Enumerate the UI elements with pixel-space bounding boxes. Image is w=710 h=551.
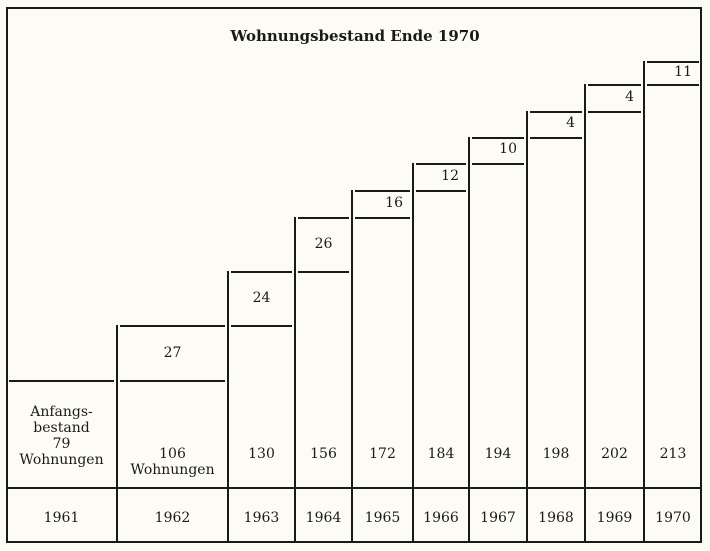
total-label: 198 xyxy=(542,446,570,462)
year-label: 1966 xyxy=(423,510,459,526)
year-label: 1961 xyxy=(43,510,80,526)
total-label: Wohnungen xyxy=(19,452,104,468)
increase-label: 27 xyxy=(163,344,182,361)
column-divider xyxy=(116,325,118,541)
increase-label: 12 xyxy=(441,167,459,184)
year-label: 1965 xyxy=(364,510,401,526)
increase-label: 24 xyxy=(252,290,271,306)
increase-label: 10 xyxy=(499,141,517,157)
step-base-line xyxy=(231,325,292,327)
increase-label: 16 xyxy=(385,194,403,211)
total-label: Wohnungen xyxy=(130,462,215,478)
step-base-line xyxy=(588,111,641,113)
column-divider xyxy=(227,271,229,541)
step-base-line xyxy=(472,163,524,165)
year-label: 1964 xyxy=(305,510,342,526)
step-base-line xyxy=(298,271,349,273)
total-label: 156 xyxy=(310,446,337,462)
column-divider xyxy=(643,61,645,541)
step-top-line xyxy=(588,84,641,86)
year-rule xyxy=(8,487,700,489)
total-label: 213 xyxy=(659,446,687,462)
step-base-line xyxy=(355,217,410,219)
increase-label: 4 xyxy=(625,88,634,105)
total-label: 194 xyxy=(484,446,512,462)
step-top-line xyxy=(647,61,699,63)
increase-label: 11 xyxy=(674,63,692,80)
step-top-line xyxy=(416,163,466,165)
increase-label: 4 xyxy=(566,115,575,131)
step-top-line xyxy=(231,271,292,273)
step-top-line xyxy=(530,111,582,113)
step-top-line xyxy=(9,380,114,382)
total-label: 184 xyxy=(427,446,455,462)
column-divider xyxy=(526,111,528,541)
year-label: 1969 xyxy=(596,510,633,526)
step-base-line xyxy=(120,380,225,382)
total-label: 106 xyxy=(159,446,186,462)
year-label: 1968 xyxy=(538,510,574,526)
year-label: 1970 xyxy=(655,510,691,526)
total-label: Anfangs- xyxy=(30,404,93,420)
column-divider xyxy=(584,84,586,541)
step-top-line xyxy=(120,325,225,327)
column-divider xyxy=(294,217,296,541)
total-label: 79 xyxy=(52,436,71,452)
year-label: 1963 xyxy=(243,510,280,526)
year-label: 1967 xyxy=(480,510,516,526)
chart-frame xyxy=(6,7,702,543)
total-label: 202 xyxy=(601,446,628,462)
column-divider xyxy=(412,163,414,541)
total-label: 130 xyxy=(248,446,275,462)
total-label: bestand xyxy=(33,420,90,436)
column-divider xyxy=(468,137,470,541)
increase-label: 26 xyxy=(314,236,333,252)
year-label: 1962 xyxy=(154,510,191,526)
total-label: 172 xyxy=(369,446,396,462)
step-base-line xyxy=(416,190,466,192)
step-top-line xyxy=(355,190,410,192)
column-divider xyxy=(351,190,353,541)
step-top-line xyxy=(298,217,349,219)
step-base-line xyxy=(647,84,699,86)
step-top-line xyxy=(472,137,524,139)
step-base-line xyxy=(530,137,582,139)
chart-title: Wohnungsbestand Ende 1970 xyxy=(230,27,480,45)
